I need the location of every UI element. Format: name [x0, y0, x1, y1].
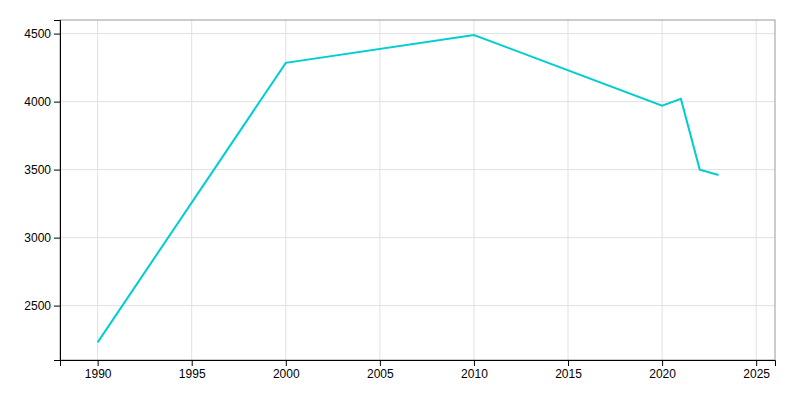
y-tick-mark — [54, 102, 60, 103]
y-tick-label: 4000 — [24, 95, 51, 109]
x-tick: 2025 — [743, 360, 770, 381]
y-tick: 4000 — [24, 95, 60, 109]
x-grid-line — [379, 20, 380, 360]
y-grid-line — [60, 101, 775, 102]
y-tick-label: 4500 — [24, 27, 51, 41]
x-tick-label: 2025 — [743, 367, 770, 381]
x-tick: 2020 — [649, 360, 676, 381]
x-tick-label: 1995 — [179, 367, 206, 381]
x-tick-mark — [756, 360, 757, 366]
x-tick-label: 2005 — [367, 367, 394, 381]
x-tick-label: 2015 — [555, 367, 582, 381]
x-tick-label: 2020 — [649, 367, 676, 381]
y-grid-line — [60, 169, 775, 170]
y-axis: 2500 3000 3500 4000 4500 — [24, 21, 60, 361]
grid — [60, 20, 775, 360]
x-tick: 2010 — [461, 360, 488, 381]
x-grid-line — [191, 20, 192, 360]
line — [98, 35, 719, 342]
x-axis: 1990 1995 2000 2005 2010 2015 2020 2025 — [61, 360, 776, 381]
x-tick-label: 1990 — [85, 367, 112, 381]
y-grid-line — [60, 305, 775, 306]
x-tick-mark — [380, 360, 381, 366]
plot-frame — [60, 20, 775, 360]
y-axis-line — [54, 21, 61, 361]
x-tick-mark — [568, 360, 569, 366]
x-tick-label: 2010 — [461, 367, 488, 381]
y-tick-mark — [54, 170, 60, 171]
x-tick: 1990 — [85, 360, 112, 381]
x-grid-line — [285, 20, 286, 360]
x-tick: 2000 — [273, 360, 300, 381]
x-tick-mark — [192, 360, 193, 366]
y-tick-mark — [54, 34, 60, 35]
x-tick-mark — [662, 360, 663, 366]
x-axis-line — [61, 361, 776, 367]
y-tick-label: 3000 — [24, 231, 51, 245]
plot-area: 1990 1995 2000 2005 2010 2015 2020 2025 2500 3000… — [24, 20, 775, 381]
x-tick-mark — [286, 360, 287, 366]
y-tick-mark — [54, 306, 60, 307]
x-tick: 2005 — [367, 360, 394, 381]
x-grid-line — [97, 20, 98, 360]
x-tick: 1995 — [179, 360, 206, 381]
y-tick: 3500 — [24, 163, 60, 177]
marks — [98, 35, 719, 342]
y-tick: 4500 — [24, 27, 60, 41]
y-tick-mark — [54, 238, 60, 239]
x-tick-mark — [98, 360, 99, 366]
x-grid-line — [662, 20, 663, 360]
y-tick-label: 3500 — [24, 163, 51, 177]
y-tick-label: 2500 — [24, 299, 51, 313]
chart: 1990 1995 2000 2005 2010 2015 2020 2025 2500 3000… — [0, 0, 800, 400]
x-tick: 2015 — [555, 360, 582, 381]
y-tick: 3000 — [24, 231, 60, 245]
x-grid-line — [756, 20, 757, 360]
x-tick-mark — [474, 360, 475, 366]
x-grid-line — [473, 20, 474, 360]
y-grid-line — [60, 33, 775, 34]
x-tick-label: 2000 — [273, 367, 300, 381]
y-tick: 2500 — [24, 299, 60, 313]
